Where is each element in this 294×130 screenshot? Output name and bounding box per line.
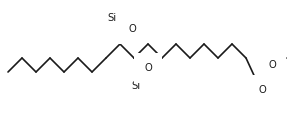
Text: O: O	[268, 60, 276, 70]
Text: O: O	[128, 24, 136, 34]
Text: Si: Si	[107, 13, 116, 23]
Text: O: O	[144, 63, 152, 73]
Text: O: O	[258, 85, 266, 95]
Text: Si: Si	[131, 81, 141, 91]
